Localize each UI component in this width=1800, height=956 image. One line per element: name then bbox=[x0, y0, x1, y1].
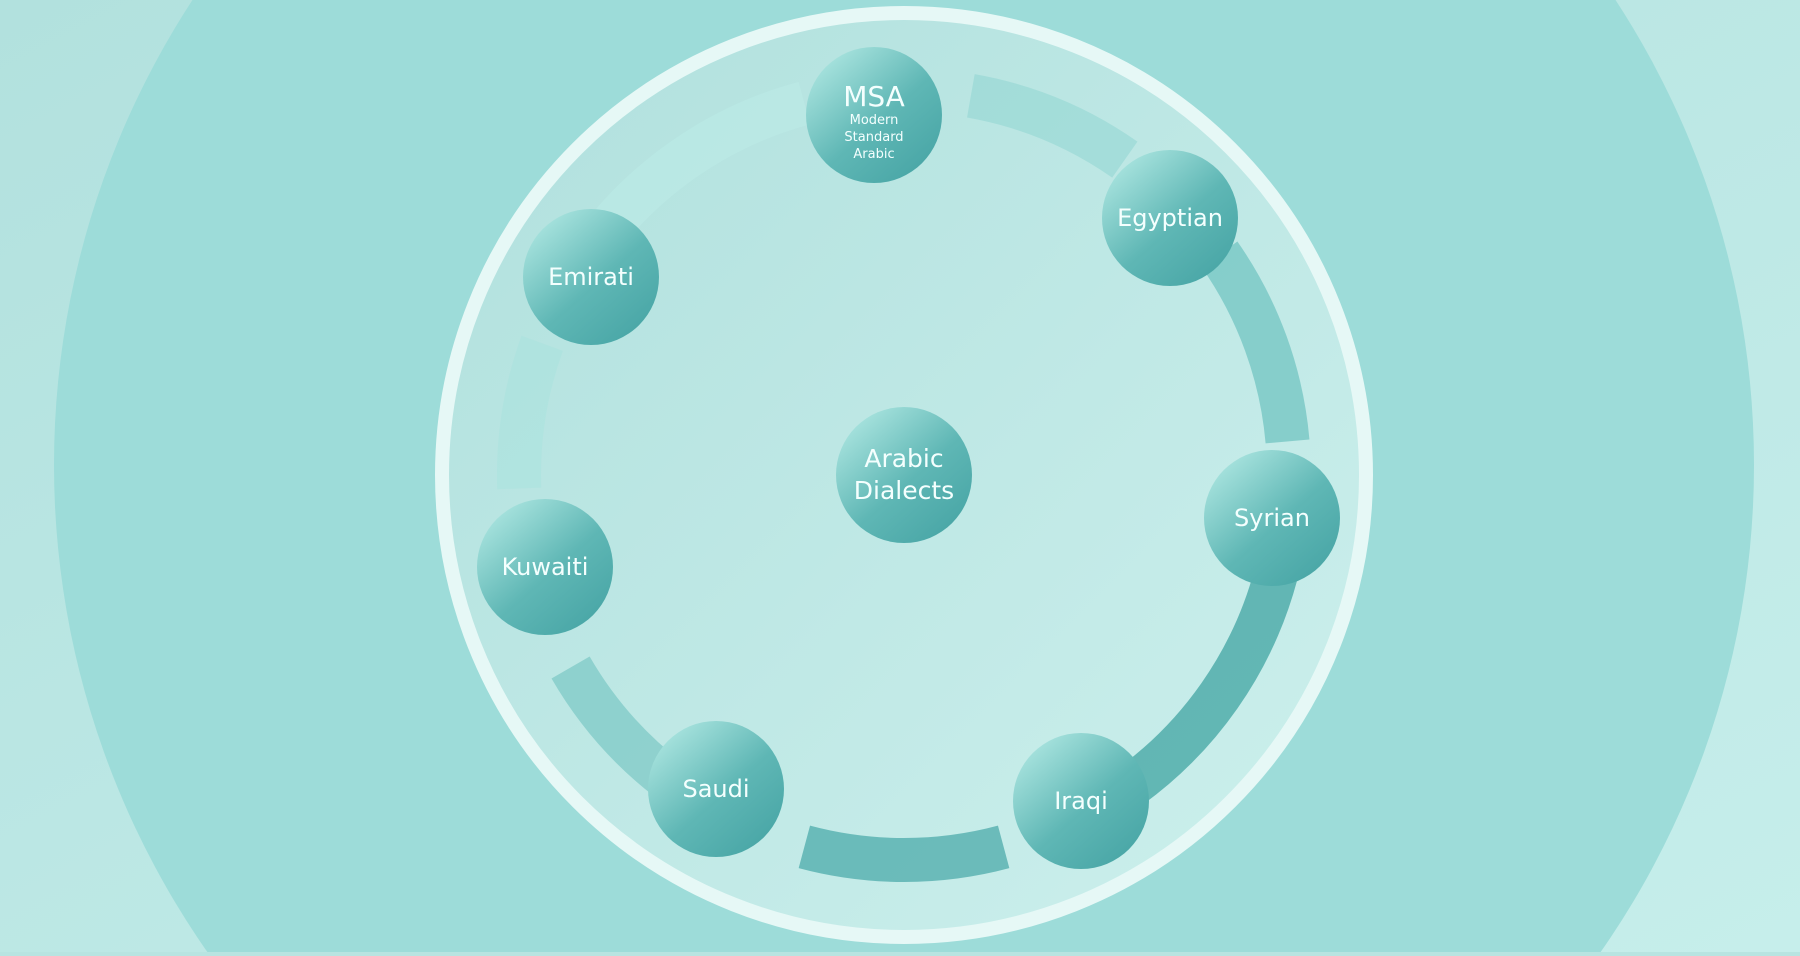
node-emirati: Emirati bbox=[523, 209, 659, 345]
center-label-line1: Arabic bbox=[864, 444, 943, 473]
node-circle-iraqi bbox=[1013, 733, 1149, 869]
node-sub-msa-3: Arabic bbox=[853, 147, 894, 162]
node-label-syrian: Syrian bbox=[1234, 504, 1310, 532]
node-kuwaiti: Kuwaiti bbox=[477, 499, 613, 635]
center-circle bbox=[836, 407, 972, 543]
node-syrian: Syrian bbox=[1204, 450, 1340, 586]
node-label-iraqi: Iraqi bbox=[1054, 787, 1108, 815]
node-label-msa: MSA bbox=[843, 80, 905, 113]
node-label-egyptian: Egyptian bbox=[1117, 204, 1223, 232]
center-node: Arabic Dialects bbox=[836, 407, 972, 543]
arc-egyptian-syrian bbox=[1201, 241, 1310, 444]
node-iraqi: Iraqi bbox=[1013, 733, 1149, 869]
node-circle-kuwaiti bbox=[477, 499, 613, 635]
arc-kuwaiti-emirati bbox=[497, 335, 563, 490]
arc-msa-egyptian bbox=[966, 74, 1138, 178]
node-label-kuwaiti: Kuwaiti bbox=[502, 553, 589, 581]
node-sub-msa-2: Standard bbox=[844, 130, 903, 145]
node-label-emirati: Emirati bbox=[548, 263, 634, 291]
node-saudi: Saudi bbox=[648, 721, 784, 857]
center-label-line2: Dialects bbox=[854, 476, 954, 505]
node-msa: MSA Modern Standard Arabic bbox=[806, 47, 942, 183]
node-sub-msa-1: Modern bbox=[850, 113, 899, 128]
node-circle-saudi bbox=[648, 721, 784, 857]
arc-syrian-iraqi bbox=[1112, 568, 1298, 809]
outer-ring bbox=[435, 6, 1373, 944]
node-circle-emirati bbox=[523, 209, 659, 345]
node-egyptian: Egyptian bbox=[1102, 150, 1238, 286]
node-circle-msa bbox=[806, 47, 942, 183]
node-label-saudi: Saudi bbox=[682, 775, 749, 803]
arc-iraqi-saudi bbox=[798, 825, 1010, 882]
node-circle-syrian bbox=[1204, 450, 1340, 586]
node-circle-egyptian bbox=[1102, 150, 1238, 286]
